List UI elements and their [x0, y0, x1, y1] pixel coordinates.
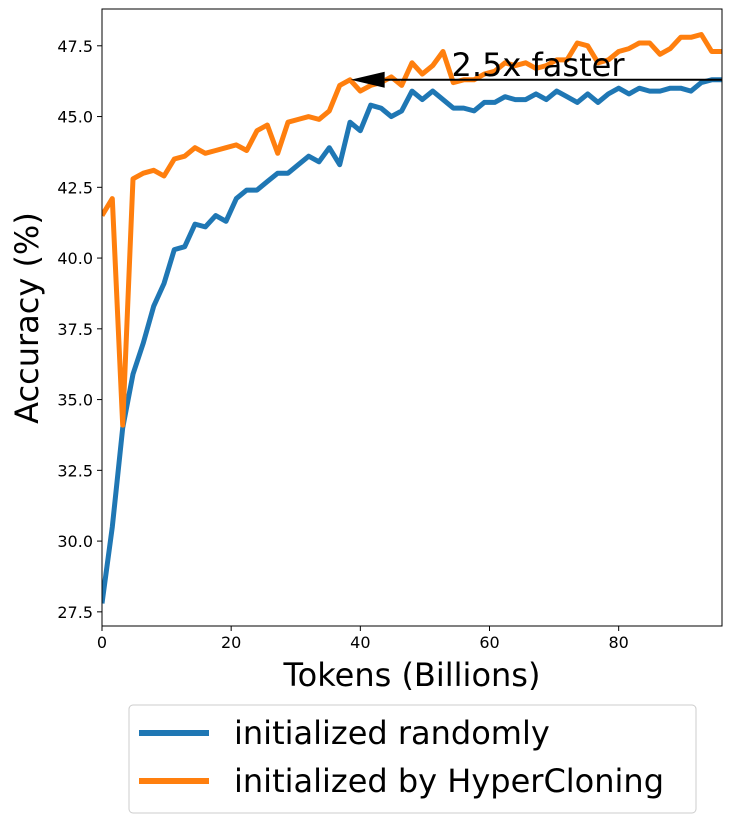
- annotation: 2.5x faster: [350, 46, 722, 88]
- y-axis-title: Accuracy (%): [8, 212, 46, 424]
- annotation-arrow-head: [350, 71, 385, 88]
- legend-label-initialized-randomly: initialized randomly: [234, 714, 550, 752]
- y-axis-ticks: 27.5 30.0 32.5 35.0 37.5 40.0 42.5 45.0 47.5: [57, 37, 102, 622]
- legend-label-initialized-by-hypercloning: initialized by HyperCloning: [234, 762, 664, 800]
- y-tick-label: 27.5: [57, 603, 93, 622]
- legend: initialized randomly initialized by Hype…: [128, 704, 697, 814]
- annotation-text: 2.5x faster: [452, 46, 626, 84]
- y-tick-label: 45.0: [57, 108, 93, 127]
- y-tick-label: 30.0: [57, 532, 93, 551]
- plot-lines: [102, 32, 722, 604]
- y-tick-label: 37.5: [57, 320, 93, 339]
- y-tick-label: 47.5: [57, 37, 93, 56]
- legend-box: [128, 704, 697, 814]
- x-tick-label: 60: [479, 633, 499, 652]
- y-tick-label: 32.5: [57, 461, 93, 480]
- x-tick-label: 0: [97, 633, 107, 652]
- plot-frame: [101, 8, 723, 627]
- series-line-initialized-by-hypercloning: [102, 32, 722, 428]
- y-tick-label: 35.0: [57, 391, 93, 410]
- x-axis-title: Tokens (Billions): [283, 656, 541, 694]
- x-axis-ticks: 0 20 40 60 80: [97, 626, 629, 652]
- y-tick-label: 42.5: [57, 178, 93, 197]
- series-line-initialized-randomly: [102, 77, 722, 604]
- x-tick-label: 40: [350, 633, 370, 652]
- x-tick-label: 80: [608, 633, 628, 652]
- y-tick-label: 40.0: [57, 249, 93, 268]
- x-tick-label: 20: [221, 633, 241, 652]
